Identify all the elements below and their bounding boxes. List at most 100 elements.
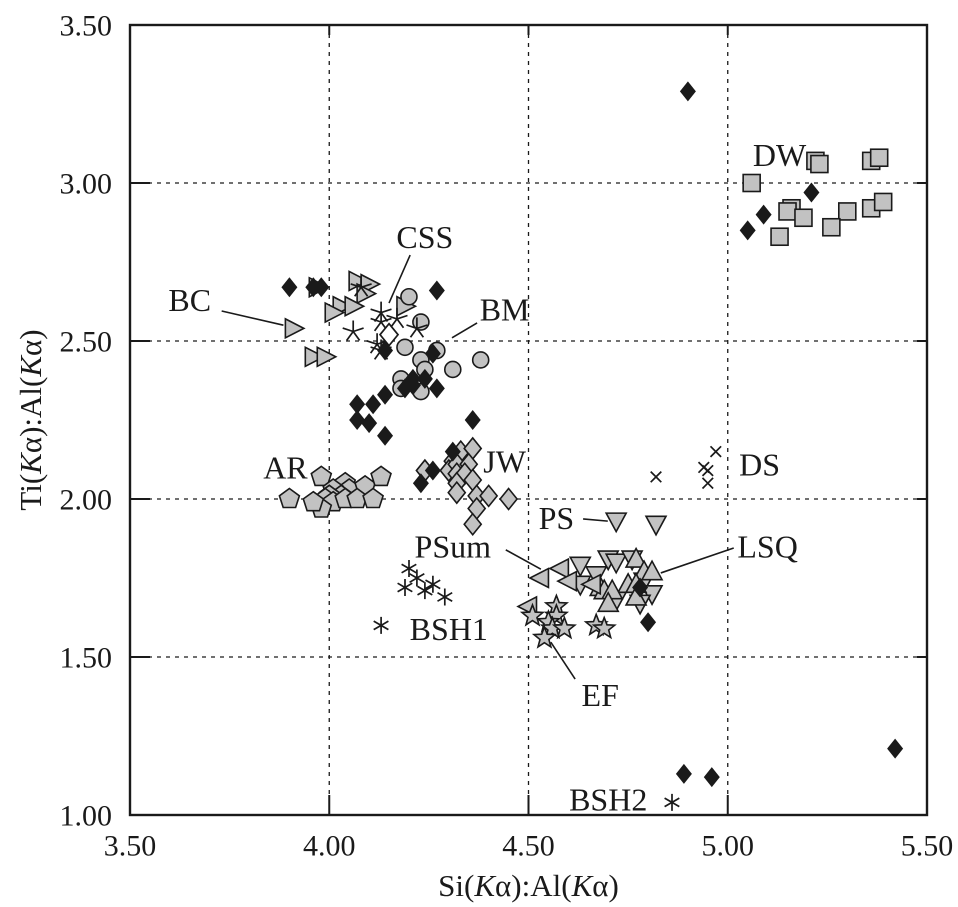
x-tick-label: 5.00 [702, 830, 755, 863]
dw-marker [873, 192, 893, 212]
black-diamond-marker [803, 182, 820, 203]
css-marker [342, 320, 364, 341]
y-tick-label: 2.50 [60, 326, 113, 359]
cluster-labels: BC CSS BM DW AR JW DS PS PSum LSQ BSH1 EF BSH2 [168, 137, 807, 818]
black-diamond-marker [640, 612, 657, 633]
axis-ticks [130, 25, 927, 815]
x-axis-title: Si(Kα):Al(Kα) [438, 868, 619, 903]
label-leader-line [221, 310, 284, 326]
black-diamond-marker [377, 384, 394, 405]
label-leader-line [550, 641, 576, 680]
css-marker [386, 307, 408, 329]
ps-marker [644, 515, 668, 537]
cluster-label-dw: DW [753, 137, 807, 173]
bm-marker [443, 360, 462, 379]
black-diamond-marker [428, 378, 445, 399]
ef-marker [591, 615, 617, 640]
black-diamond-marker [416, 368, 433, 389]
black-diamond-marker [349, 410, 366, 430]
series-black-diamond [281, 81, 904, 788]
series-bsh1 [373, 560, 453, 634]
cluster-label-ef: EF [582, 677, 619, 713]
lsq-marker [624, 546, 648, 568]
y-tick-label: 1.00 [60, 800, 113, 833]
psum-marker [580, 573, 602, 596]
css-marker [370, 301, 392, 323]
black-diamond-marker [679, 81, 696, 102]
bsh1-marker [437, 588, 453, 606]
lsq-marker [596, 591, 620, 613]
cluster-label-ar: AR [263, 450, 308, 486]
series-ef [519, 593, 617, 649]
ds-marker [650, 470, 662, 483]
ar-marker [310, 465, 333, 487]
dw-marker [778, 202, 797, 221]
black-diamond-marker [464, 410, 481, 430]
ps-marker [604, 512, 628, 534]
plot-frame [128, 23, 929, 817]
ef-marker [551, 615, 577, 640]
cluster-label-bsh1: BSH1 [410, 611, 488, 647]
ds-marker [709, 445, 722, 458]
label-leader-line [505, 549, 542, 570]
label-leader-line [388, 254, 411, 304]
series-dw [742, 148, 893, 247]
black-diamond-marker [281, 277, 298, 298]
series-bsh2 [664, 793, 680, 811]
bsh1-marker [409, 569, 425, 587]
dw-marker [742, 173, 761, 193]
y-tick-labels: 1.00 1.50 2.00 2.50 3.00 3.50 [60, 10, 113, 833]
jw-marker [447, 480, 467, 505]
css-marker [406, 317, 428, 338]
bsh2-marker [664, 793, 680, 811]
black-diamond-marker [377, 425, 394, 446]
x-tick-label: 4.50 [502, 830, 555, 863]
ds-marker [701, 464, 714, 477]
y-axis-title: Ti(Kα):Al(Kα) [13, 329, 48, 510]
ps-marker [604, 553, 628, 575]
label-leader-line [451, 322, 478, 339]
label-leader-line [660, 547, 734, 574]
black-diamond-marker [755, 204, 772, 225]
black-diamond-marker [444, 441, 461, 462]
bsh1-marker [417, 582, 433, 600]
cluster-label-css: CSS [396, 219, 453, 255]
black-diamond-marker [361, 413, 378, 434]
bc-marker [304, 345, 326, 368]
bc-marker [316, 345, 338, 368]
ds-marker [701, 477, 714, 490]
black-diamond-marker [365, 394, 382, 415]
ar-marker [302, 490, 325, 512]
bsh1-marker [425, 575, 441, 593]
bsh1-marker [397, 579, 413, 596]
bm-marker [400, 287, 418, 306]
bm-marker [396, 338, 414, 357]
bm-marker [471, 351, 490, 369]
black-diamond-marker [703, 767, 720, 788]
y-tick-label: 2.00 [60, 484, 113, 517]
series-ar [278, 465, 392, 518]
jw-marker [479, 484, 499, 508]
x-tick-label: 3.50 [104, 830, 157, 863]
cluster-label-ps: PS [539, 500, 575, 536]
x-tick-labels: 3.50 4.00 4.50 5.00 5.50 [104, 830, 954, 863]
lsq-marker [640, 559, 664, 581]
black-diamond-marker [675, 763, 692, 784]
black-diamond-marker [887, 738, 904, 759]
y-tick-label: 3.00 [60, 168, 113, 201]
dw-marker [794, 208, 813, 228]
bc-marker [324, 301, 346, 324]
x-tick-label: 5.50 [901, 830, 954, 863]
label-leader-line [583, 518, 608, 522]
series-css [342, 276, 428, 360]
bsh1-marker [373, 616, 389, 634]
gridlines [130, 25, 927, 815]
black-diamond-marker [412, 473, 429, 494]
cluster-label-jw: JW [483, 443, 526, 479]
cluster-label-bsh2: BSH2 [569, 781, 647, 817]
css-marker [350, 276, 372, 297]
y-tick-label: 1.50 [60, 642, 113, 675]
ef-marker [531, 624, 558, 649]
black-diamond-marker [349, 394, 366, 415]
